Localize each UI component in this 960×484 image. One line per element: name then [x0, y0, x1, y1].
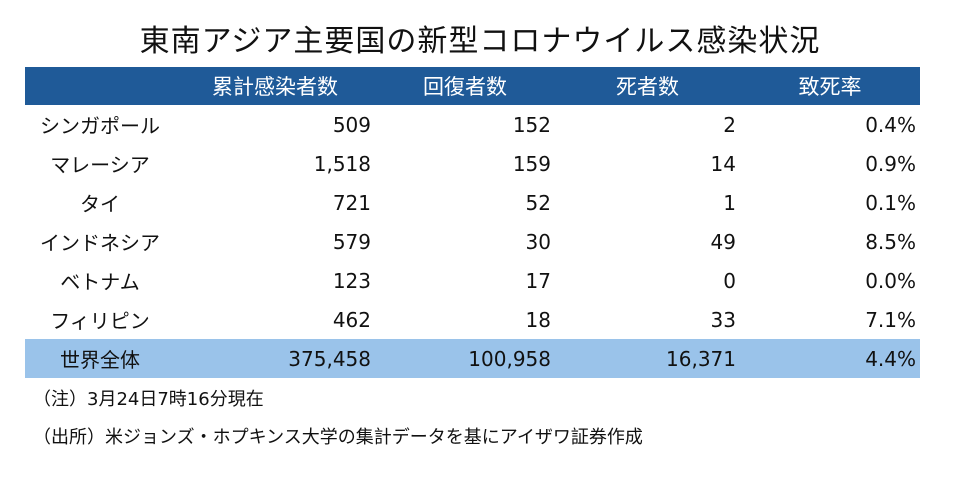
cases-value: 123: [332, 268, 371, 293]
recovered-value: 18: [525, 307, 551, 332]
total-name: 世界全体: [25, 339, 175, 378]
table-row: インドネシア 579 30 49 8.5%: [25, 222, 920, 261]
country-name: マレーシア: [50, 153, 150, 177]
total-recovered: 100,958: [375, 339, 555, 378]
total-row: 世界全体 375,458 100,958 16,371 4.4%: [25, 339, 920, 378]
rate-value: 0.1%: [865, 190, 916, 215]
deaths-value: 49: [710, 229, 736, 254]
header-country: [25, 67, 175, 105]
rate-value: 0.0%: [865, 268, 916, 293]
recovered-value: 17: [525, 268, 551, 293]
source-text: （出所）米ジョンズ・ホプキンス大学の集計データを基にアイザワ証券作成: [33, 427, 643, 448]
deaths-value: 2: [723, 112, 736, 137]
total-cases: 375,458: [175, 339, 375, 378]
rate-value: 7.1%: [865, 307, 916, 332]
country-name: ベトナム: [60, 270, 140, 294]
table-row: マレーシア 1,518 159 14 0.9%: [25, 144, 920, 183]
table-header-row: 累計感染者数 回復者数 死者数 致死率: [25, 67, 920, 105]
total-deaths: 16,371: [555, 339, 740, 378]
country-name: シンガポール: [40, 114, 160, 138]
table-row: タイ 721 52 1 0.1%: [25, 183, 920, 222]
rate-value: 0.9%: [865, 151, 916, 176]
header-deaths: 死者数: [555, 67, 740, 105]
recovered-value: 152: [512, 112, 551, 137]
country-name: タイ: [80, 192, 120, 216]
cases-value: 579: [332, 229, 371, 254]
recovered-value: 30: [525, 229, 551, 254]
deaths-value: 33: [710, 307, 736, 332]
note-text: （注）3月24日7時16分現在: [33, 389, 264, 410]
country-name: インドネシア: [40, 231, 160, 255]
cases-value: 462: [332, 307, 371, 332]
table-row: ベトナム 123 17 0 0.0%: [25, 261, 920, 300]
header-recovered: 回復者数: [375, 67, 555, 105]
header-rate: 致死率: [740, 67, 920, 105]
recovered-value: 159: [512, 151, 551, 176]
cases-value: 721: [332, 190, 371, 215]
page-title: 東南アジア主要国の新型コロナウイルス感染状況: [139, 24, 821, 59]
deaths-value: 1: [723, 190, 736, 215]
deaths-value: 14: [710, 151, 736, 176]
total-rate: 4.4%: [740, 339, 920, 378]
deaths-value: 0: [723, 268, 736, 293]
recovered-value: 52: [525, 190, 551, 215]
header-cases: 累計感染者数: [175, 67, 375, 105]
cases-value: 509: [332, 112, 371, 137]
country-name: フィリピン: [50, 309, 150, 333]
cases-value: 1,518: [313, 151, 371, 176]
rate-value: 8.5%: [865, 229, 916, 254]
table-row: シンガポール 509 152 2 0.4%: [25, 105, 920, 144]
table-row: フィリピン 462 18 33 7.1%: [25, 300, 920, 339]
covid-table: 累計感染者数 回復者数 死者数 致死率 シンガポール 509 152 2 0.4…: [25, 67, 920, 378]
rate-value: 0.4%: [865, 112, 916, 137]
